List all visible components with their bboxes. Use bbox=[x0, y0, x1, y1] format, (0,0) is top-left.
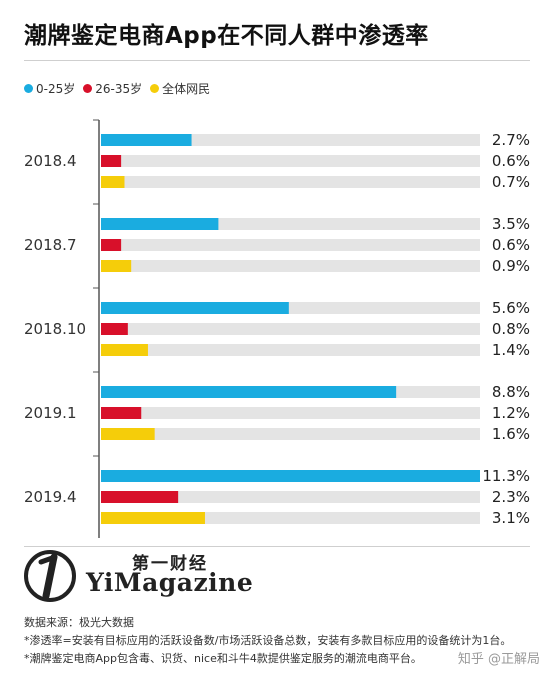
legend-item-0-25: 0-25岁 bbox=[24, 80, 75, 97]
bar-26-35岁-2019.4 bbox=[101, 491, 179, 503]
value-label: 3.5% bbox=[492, 215, 530, 233]
legend-label-0-25: 0-25岁 bbox=[36, 81, 76, 96]
value-label: 11.3% bbox=[482, 467, 530, 485]
bar-chart: 2.7% 0.6% 0.7% 2018.4 3.5% 0.6% 0.9% 2018.7 5.6%… bbox=[24, 119, 530, 538]
bar-track bbox=[101, 155, 480, 167]
value-label: 0.8% bbox=[492, 320, 530, 338]
bar-track bbox=[101, 176, 480, 188]
bar-全体网民-2019.4 bbox=[101, 512, 205, 524]
value-label: 3.1% bbox=[492, 509, 530, 527]
legend-label-all: 全体网民 bbox=[162, 81, 211, 96]
bar-track bbox=[101, 260, 480, 272]
category-label: 2018.4 bbox=[24, 152, 77, 170]
legend-item-26-35: 26-35岁 bbox=[83, 80, 142, 97]
bar-0-25岁-2019.4 bbox=[101, 470, 480, 482]
legend-swatch-all bbox=[150, 83, 160, 93]
data-source: 数据来源：极光大数据 bbox=[24, 616, 134, 629]
bar-全体网民-2018.7 bbox=[101, 260, 132, 272]
bar-track bbox=[101, 407, 480, 419]
chart-bottom-divider bbox=[24, 546, 530, 547]
bar-26-35岁-2018.10 bbox=[101, 323, 128, 335]
bar-track bbox=[101, 134, 480, 146]
category-label: 2019.4 bbox=[24, 488, 77, 506]
value-label: 1.2% bbox=[492, 404, 530, 422]
legend-item-all: 全体网民 bbox=[150, 80, 210, 97]
bar-0-25岁-2018.7 bbox=[101, 218, 219, 230]
yimagazine-mark-icon bbox=[24, 550, 76, 602]
footnote-apps: *潮牌鉴定电商App包含毒、识货、nice和斗牛4款提供鉴定服务的潮流电商平台。 bbox=[24, 652, 422, 665]
value-label: 0.9% bbox=[492, 257, 530, 275]
bar-track bbox=[101, 491, 480, 503]
bar-全体网民-2019.1 bbox=[101, 428, 155, 440]
bar-track bbox=[101, 428, 480, 440]
chart-title: 潮牌鉴定电商App在不同人群中渗透率 bbox=[24, 23, 429, 49]
bar-0-25岁-2018.10 bbox=[101, 302, 289, 314]
category-label: 2019.1 bbox=[24, 404, 77, 422]
chart-legend: 0-25岁 26-35岁 全体网民 bbox=[24, 80, 218, 96]
value-label: 0.6% bbox=[492, 152, 530, 170]
value-label: 0.7% bbox=[492, 173, 530, 191]
legend-swatch-26-35 bbox=[83, 83, 93, 93]
yimagazine-logo: 第一财经 YiMagazine bbox=[24, 548, 284, 604]
bar-全体网民-2018.10 bbox=[101, 344, 148, 356]
title-divider bbox=[24, 60, 530, 61]
bar-track bbox=[101, 323, 480, 335]
value-label: 0.6% bbox=[492, 236, 530, 254]
bar-26-35岁-2019.1 bbox=[101, 407, 142, 419]
category-label: 2018.7 bbox=[24, 236, 77, 254]
bar-0-25岁-2018.4 bbox=[101, 134, 192, 146]
watermark: 知乎 @正解局 bbox=[457, 652, 540, 667]
value-label: 1.4% bbox=[492, 341, 530, 359]
value-label: 8.8% bbox=[492, 383, 530, 401]
bar-26-35岁-2018.7 bbox=[101, 239, 122, 251]
legend-swatch-0-25 bbox=[24, 83, 33, 93]
footnote-penetration: *渗透率=安装有目标应用的活跃设备数/市场活跃设备总数，安装有多款目标应用的设备… bbox=[24, 634, 512, 647]
value-label: 2.3% bbox=[492, 488, 530, 506]
value-label: 5.6% bbox=[492, 299, 530, 317]
category-label: 2018.10 bbox=[24, 320, 86, 338]
bar-全体网民-2018.4 bbox=[101, 176, 125, 188]
logo-text-cn: 第一财经 bbox=[132, 554, 208, 574]
legend-label-26-35: 26-35岁 bbox=[95, 81, 143, 96]
logo-text-en: YiMagazine bbox=[86, 568, 254, 597]
value-label: 1.6% bbox=[492, 425, 530, 443]
value-label: 2.7% bbox=[492, 131, 530, 149]
bar-track bbox=[101, 344, 480, 356]
bar-26-35岁-2018.4 bbox=[101, 155, 122, 167]
bar-0-25岁-2019.1 bbox=[101, 386, 397, 398]
bar-track bbox=[101, 239, 480, 251]
